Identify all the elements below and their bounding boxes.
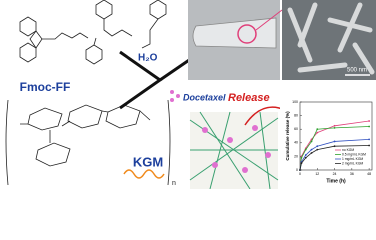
data-point	[299, 169, 301, 171]
release-chart: 0 20 40 60 80 100 0 12 24 36 48 Time (h) Cumulative …	[280, 95, 376, 189]
drug-dots	[170, 90, 180, 102]
data-point	[368, 138, 371, 141]
data-point	[316, 128, 319, 131]
y-tick-label: 100	[292, 100, 298, 104]
data-point	[316, 145, 319, 148]
data-point	[333, 126, 336, 129]
data-point	[300, 162, 303, 165]
zoom-line	[255, 9, 283, 31]
data-point	[300, 156, 303, 159]
y-axis-label: Cumulative release (%)	[285, 111, 290, 161]
data-point	[316, 148, 319, 151]
x-tick-label: 24	[333, 172, 337, 176]
data-point	[310, 148, 313, 151]
x-tick-label: 48	[367, 172, 371, 176]
drug-label: Docetaxel	[183, 92, 226, 102]
zoom-circle	[237, 24, 257, 44]
network-drug	[202, 125, 271, 173]
data-point	[333, 140, 336, 143]
x-tick-label: 12	[315, 172, 319, 176]
y-tick-label: 20	[294, 154, 298, 158]
x-axis-label: Time (h)	[326, 178, 346, 184]
y-tick-label: 0	[296, 168, 298, 172]
data-point	[310, 152, 313, 154]
graphical-abstract: Fmoc-FF n KGM H₂O 500 nm Docetaxel	[5, 0, 376, 189]
data-point	[333, 145, 336, 148]
vial	[192, 17, 277, 49]
data-point	[316, 131, 319, 134]
data-point	[368, 144, 371, 147]
kgm-label: KGM	[133, 154, 163, 169]
sem-fibers	[287, 2, 375, 75]
legend-label: 2 mg/mL KGM	[342, 161, 363, 165]
legend-label: no KGM	[342, 148, 354, 152]
data-point	[310, 140, 313, 143]
page: {"labels": {"fmoc": "Fmoc-FF", "water": …	[5, 0, 376, 189]
data-point	[333, 124, 336, 127]
y-tick-label: 80	[294, 114, 298, 118]
plot-frame	[299, 101, 373, 171]
data-point	[368, 125, 371, 128]
scale-label: 500 nm	[347, 68, 367, 74]
x-tick-label: 36	[350, 172, 354, 176]
legend-label: 0.5 mg/mL KGM	[342, 152, 366, 156]
data-point	[368, 120, 371, 122]
legend-label: 1 mg/mL KGM	[342, 157, 363, 161]
fmoc-label: Fmoc-FF	[20, 80, 71, 94]
release-label: Release	[228, 92, 270, 104]
repeat-n: n	[172, 180, 176, 187]
x-tick-label: 0	[299, 172, 301, 176]
fmoc-structure	[19, 0, 167, 65]
kgm-chain	[123, 169, 165, 179]
data-point	[304, 148, 307, 151]
data-point	[304, 154, 307, 156]
y-tick-label: 40	[294, 141, 298, 145]
chart-bg	[280, 95, 376, 189]
water-label: H₂O	[138, 53, 158, 64]
data-point	[304, 156, 307, 159]
y-tick-label: 60	[294, 127, 298, 131]
